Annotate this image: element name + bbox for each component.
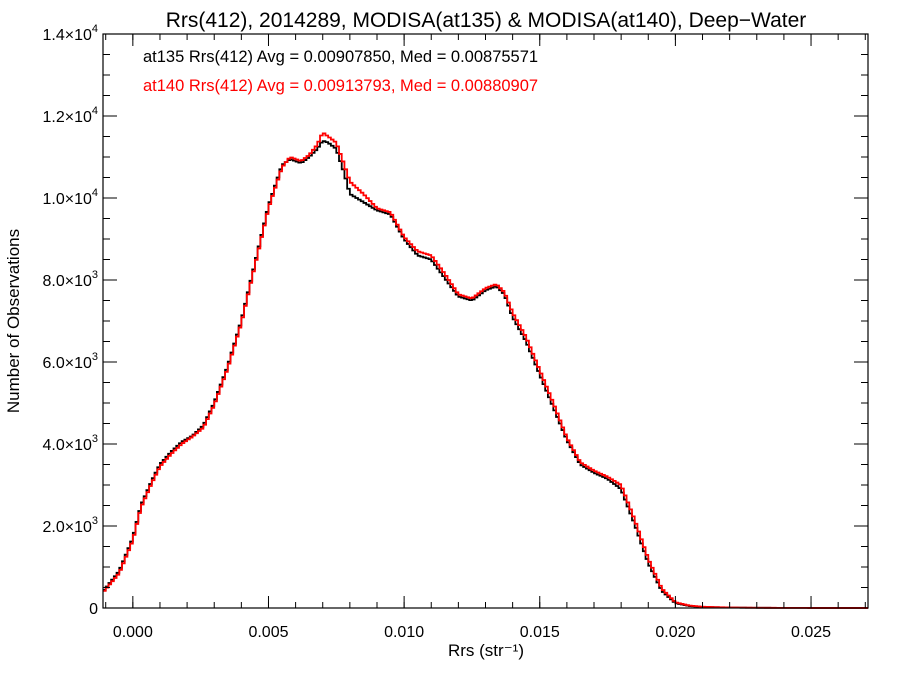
y-axis-label: Number of Observations: [4, 229, 23, 413]
x-tick-label: 0.025: [791, 624, 831, 641]
y-tick-label: 2.0×103: [42, 515, 98, 536]
series-line-1: [103, 132, 868, 609]
x-axis-ticks: 0.000 0.005 0.010 0.015 0.020 0.025: [105, 34, 866, 641]
series-line-0: [103, 140, 868, 609]
y-axis-ticks: 0 2.0×103 4.0×103 6.0×103 8.0×103 1.0×104 1.2×…: [42, 23, 868, 618]
annotation-line-0: at135 Rrs(412) Avg = 0.00907850, Med = 0…: [143, 48, 538, 66]
plot-frame: [102, 33, 869, 609]
series-group: [103, 132, 868, 609]
x-tick-label: 0.015: [520, 624, 560, 641]
y-tick-label: 0: [89, 601, 98, 618]
chart-title: Rrs(412), 2014289, MODISA(at135) & MODIS…: [166, 9, 807, 32]
y-tick-label: 1.2×104: [42, 105, 98, 126]
y-tick-label: 1.0×104: [42, 187, 98, 208]
x-tick-label: 0.000: [113, 624, 153, 641]
annotation-line-1: at140 Rrs(412) Avg = 0.00913793, Med = 0…: [143, 77, 538, 95]
x-axis-label: Rrs (str⁻¹): [448, 641, 524, 660]
y-tick-label: 1.4×104: [42, 23, 98, 44]
x-tick-label: 0.010: [384, 624, 424, 641]
y-tick-label: 4.0×103: [42, 433, 98, 454]
x-tick-label: 0.005: [248, 624, 288, 641]
y-tick-label: 8.0×103: [42, 269, 98, 290]
x-tick-label: 0.020: [655, 624, 695, 641]
y-tick-label: 6.0×103: [42, 351, 98, 372]
annotation-group: at135 Rrs(412) Avg = 0.00907850, Med = 0…: [143, 48, 538, 95]
